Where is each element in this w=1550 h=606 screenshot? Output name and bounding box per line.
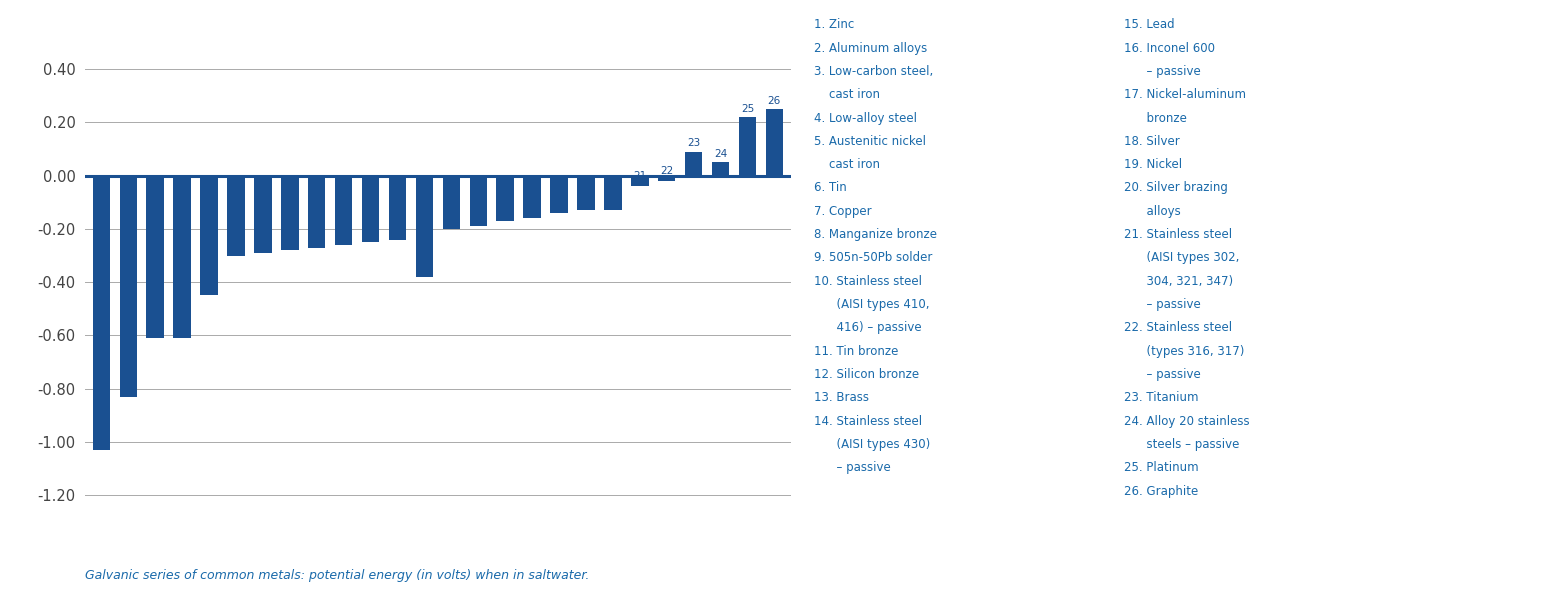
Bar [200, 176, 219, 296]
Bar [550, 176, 567, 213]
Text: 19. Nickel: 19. Nickel [1124, 158, 1181, 171]
Bar [281, 176, 299, 250]
Bar [685, 152, 702, 176]
Text: 5. Austenitic nickel: 5. Austenitic nickel [814, 135, 925, 148]
Text: 4: 4 [178, 323, 186, 333]
Text: 20. Silver brazing: 20. Silver brazing [1124, 182, 1228, 195]
Text: 23. Titanium: 23. Titanium [1124, 391, 1198, 404]
Text: 18. Silver: 18. Silver [1124, 135, 1180, 148]
Text: 19: 19 [580, 196, 592, 205]
Text: 6: 6 [232, 241, 239, 251]
Text: 14. Stainless steel: 14. Stainless steel [814, 415, 922, 428]
Bar [443, 176, 460, 229]
Bar [93, 176, 110, 450]
Text: (AISI types 430): (AISI types 430) [814, 438, 930, 451]
Text: 11. Tin bronze: 11. Tin bronze [814, 345, 897, 358]
Bar [335, 176, 352, 245]
Text: 22. Stainless steel: 22. Stainless steel [1124, 321, 1232, 335]
Text: 14: 14 [445, 214, 457, 224]
Text: 22: 22 [660, 166, 673, 176]
Bar [524, 176, 541, 218]
Text: cast iron: cast iron [814, 88, 880, 101]
Text: 16. Inconel 600: 16. Inconel 600 [1124, 41, 1215, 55]
Bar [174, 176, 191, 338]
Text: 23: 23 [687, 138, 701, 148]
Text: – passive: – passive [1124, 65, 1201, 78]
Text: 21: 21 [632, 171, 646, 181]
Bar [470, 176, 487, 226]
Text: bronze: bronze [1124, 112, 1187, 124]
Text: 16: 16 [499, 206, 512, 216]
Text: 25: 25 [741, 104, 753, 114]
Text: 1: 1 [98, 435, 105, 445]
Text: 7: 7 [259, 238, 267, 248]
Text: 416) – passive: 416) – passive [814, 321, 921, 335]
Text: (AISI types 302,: (AISI types 302, [1124, 251, 1238, 264]
Bar [389, 176, 406, 239]
Text: 20: 20 [606, 196, 620, 205]
Text: (AISI types 410,: (AISI types 410, [814, 298, 930, 311]
Bar [739, 117, 756, 176]
Text: 12. Silicon bronze: 12. Silicon bronze [814, 368, 919, 381]
Bar [119, 176, 136, 397]
Text: 12: 12 [391, 225, 405, 235]
Text: 26: 26 [767, 96, 781, 106]
Bar [604, 176, 622, 210]
Text: 5: 5 [206, 281, 212, 291]
Text: – passive: – passive [1124, 298, 1201, 311]
Text: 2: 2 [126, 382, 132, 392]
Text: 15: 15 [471, 211, 485, 221]
Bar [496, 176, 515, 221]
Text: 11: 11 [364, 227, 377, 238]
Text: 17: 17 [525, 204, 539, 213]
Bar [631, 176, 648, 186]
Text: – passive: – passive [1124, 368, 1201, 381]
Text: 13. Brass: 13. Brass [814, 391, 868, 404]
Text: alloys: alloys [1124, 205, 1181, 218]
Text: 24. Alloy 20 stainless: 24. Alloy 20 stainless [1124, 415, 1249, 428]
Text: 304, 321, 347): 304, 321, 347) [1124, 275, 1232, 288]
Text: 17. Nickel-aluminum: 17. Nickel-aluminum [1124, 88, 1246, 101]
Text: steels – passive: steels – passive [1124, 438, 1238, 451]
Text: 4. Low-alloy steel: 4. Low-alloy steel [814, 112, 916, 124]
Bar [415, 176, 432, 277]
Bar [766, 109, 783, 176]
Text: 3. Low-carbon steel,: 3. Low-carbon steel, [814, 65, 933, 78]
Text: 7. Copper: 7. Copper [814, 205, 871, 218]
Text: 18: 18 [552, 198, 566, 208]
Bar [147, 176, 164, 338]
Text: 6. Tin: 6. Tin [814, 182, 846, 195]
Text: 9. 505n-50Pb solder: 9. 505n-50Pb solder [814, 251, 932, 264]
Bar [228, 176, 245, 256]
Text: Galvanic series of common metals: potential energy (in volts) when in saltwater.: Galvanic series of common metals: potent… [85, 569, 589, 582]
Text: 8. Manganize bronze: 8. Manganize bronze [814, 228, 936, 241]
Text: 15. Lead: 15. Lead [1124, 18, 1175, 31]
Text: 9: 9 [313, 233, 319, 243]
Bar [657, 176, 676, 181]
Text: 21. Stainless steel: 21. Stainless steel [1124, 228, 1232, 241]
Text: cast iron: cast iron [814, 158, 880, 171]
Text: 2. Aluminum alloys: 2. Aluminum alloys [814, 41, 927, 55]
Text: 26. Graphite: 26. Graphite [1124, 485, 1198, 498]
Text: 13: 13 [418, 262, 431, 272]
Bar [711, 162, 728, 176]
Bar [361, 176, 380, 242]
Text: 24: 24 [715, 149, 727, 159]
Text: 1. Zinc: 1. Zinc [814, 18, 854, 31]
Text: 10: 10 [336, 230, 350, 240]
Text: 3: 3 [152, 323, 158, 333]
Text: 10. Stainless steel: 10. Stainless steel [814, 275, 922, 288]
Bar [254, 176, 271, 253]
Bar [308, 176, 325, 247]
Bar [577, 176, 595, 210]
Text: (types 316, 317): (types 316, 317) [1124, 345, 1245, 358]
Text: 25. Platinum: 25. Platinum [1124, 462, 1198, 474]
Text: 8: 8 [287, 235, 293, 245]
Text: – passive: – passive [814, 462, 891, 474]
